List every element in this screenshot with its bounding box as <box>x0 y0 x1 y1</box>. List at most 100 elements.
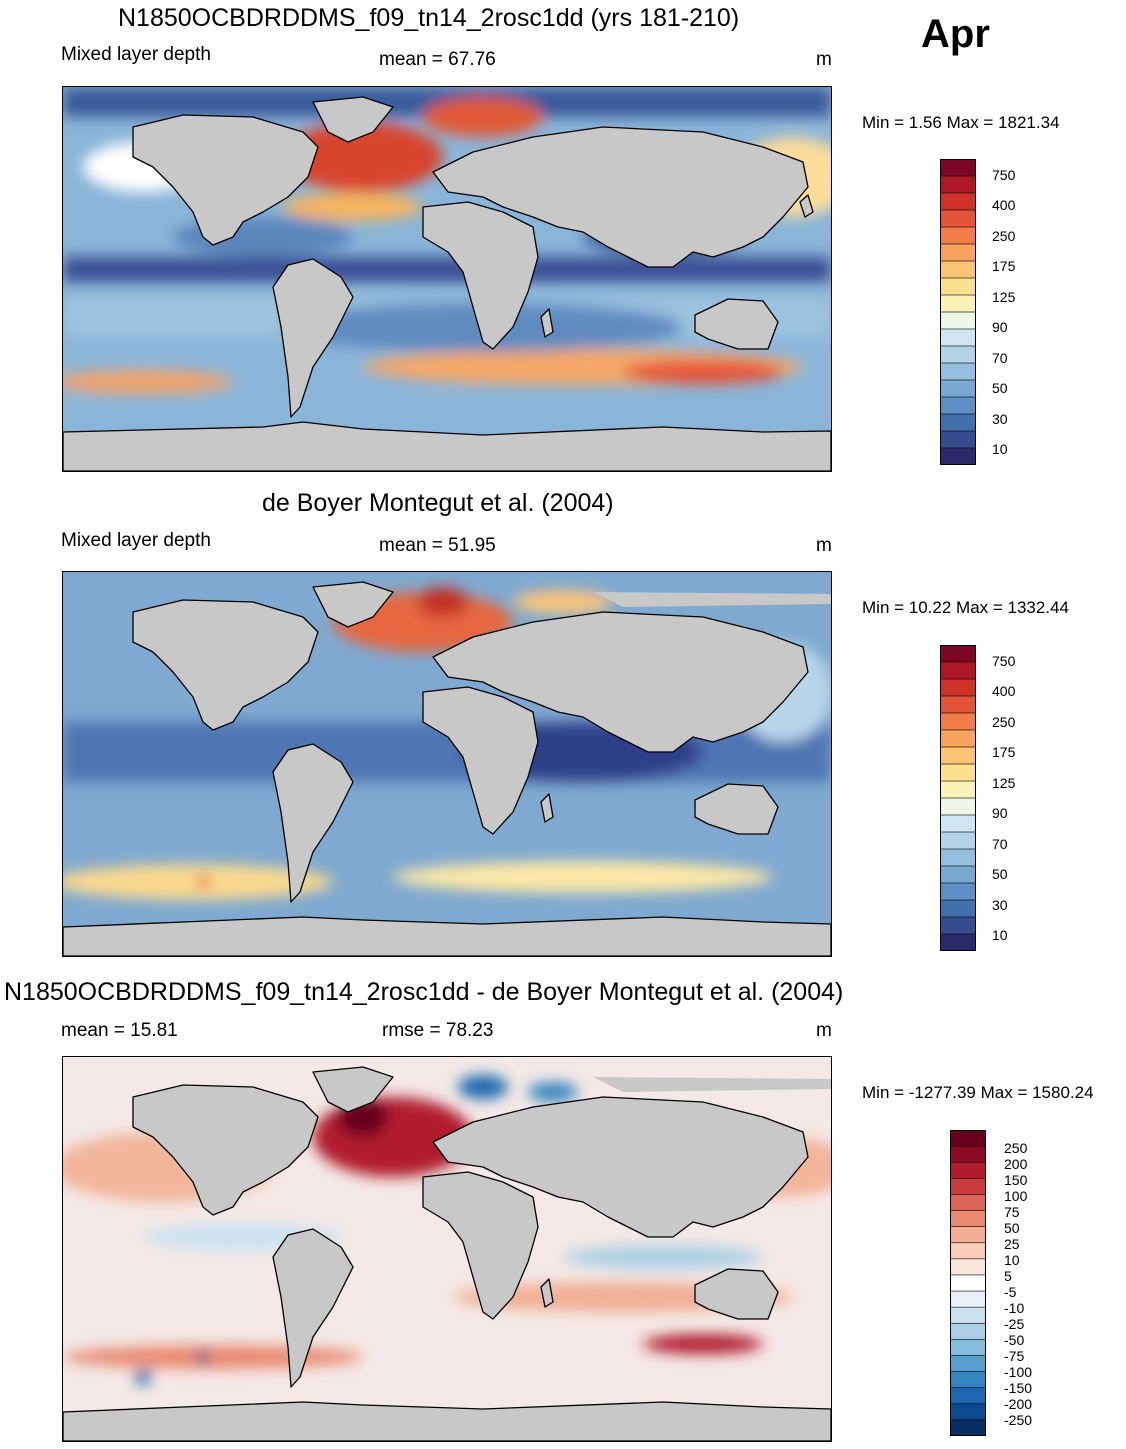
panel-1-cbar-label: 90 <box>992 319 1008 335</box>
panel-3-colorbar-swatch <box>949 1339 987 1357</box>
panel-2-colorbar-swatch <box>939 882 977 901</box>
panel-3-colorbar-frame <box>950 1130 986 1436</box>
panel-2-cbar-label: 50 <box>992 866 1008 882</box>
panel-3-cbar-label: -25 <box>1004 1316 1025 1332</box>
panel-3-colorbar-swatch <box>949 1210 987 1228</box>
panel-2-colorbar-swatch <box>939 899 977 918</box>
panel-1-colorbar: 750 400 250 175 125 90 70 50 30 10 <box>939 158 1015 470</box>
panel-2-cbar-label: 250 <box>992 714 1016 730</box>
panel-1-cbar-label: 175 <box>992 258 1016 274</box>
panel-1-cbar-label: 250 <box>992 228 1016 244</box>
panel-2-colorbar-swatch <box>939 814 977 833</box>
panel-1-cbar-label: 10 <box>992 441 1008 457</box>
panel-2-colorbar-swatch <box>939 729 977 748</box>
panel-3-colorbar-swatch <box>949 1194 987 1212</box>
panel-3-colorbar-swatch <box>949 1403 987 1421</box>
panel-1-colorbar-swatch <box>939 294 977 313</box>
panel-2-cbar-label: 750 <box>992 653 1016 669</box>
panel-2-colorbar-swatch <box>939 848 977 867</box>
panel-3-units: m <box>816 1020 832 1041</box>
panel-2-cbar-label: 90 <box>992 805 1008 821</box>
panel-3-colorbar-swatch <box>949 1242 987 1260</box>
panel-2-cbar-label: 400 <box>992 683 1016 699</box>
panel-2-colorbar-swatch <box>939 644 977 663</box>
panel-1-colorbar-swatch <box>939 209 977 228</box>
panel-3-colorbar-swatch <box>949 1161 987 1180</box>
panel-3-cbar-label: 200 <box>1004 1156 1028 1172</box>
panel-3-colorbar-swatch <box>949 1274 987 1292</box>
panel-1-colorbar-swatch <box>939 328 977 347</box>
panel-3-cbar-label: 5 <box>1004 1268 1012 1284</box>
panel-1-colorbar-swatch <box>939 311 977 330</box>
panel-3-map-svg <box>63 1057 831 1441</box>
panel-2-colorbar-swatch <box>939 916 977 935</box>
panel-3-colorbar-swatch <box>949 1355 987 1373</box>
panel-3-colorbar: 250 200 150 100 75 50 25 10 5 -5 -10 -25… <box>949 1129 1032 1441</box>
panel-3-cbar-label: -100 <box>1004 1364 1033 1380</box>
panel-1-field-label: Mixed layer depth <box>61 44 211 65</box>
panel-3-colorbar-swatch <box>949 1306 987 1325</box>
panel-2-colorbar-swatch <box>939 797 977 816</box>
panel-2-colorbar-swatch <box>939 831 977 850</box>
panel-2-cbar-label: 10 <box>992 927 1008 943</box>
panel-1-map-svg <box>63 87 831 471</box>
panel-3-cbar-label: -75 <box>1004 1348 1025 1364</box>
panel-3-minmax: Min = -1277.39 Max = 1580.24 <box>862 1083 1094 1102</box>
panel-1-colorbar-swatch <box>939 413 977 432</box>
panel-1-colorbar-swatch <box>939 379 977 398</box>
panel-1-title: N1850OCBDRDDMS_f09_tn14_2rosc1dd (yrs 18… <box>118 4 740 32</box>
panel-2-colorbar-swatch <box>939 865 977 884</box>
panel-2-cbar-label: 125 <box>992 775 1016 791</box>
panel-1-map <box>62 86 832 472</box>
panel-1-mean: mean = 67.76 <box>379 49 496 70</box>
panel-1-units: m <box>816 49 832 70</box>
panel-2-colorbar-svg <box>939 644 977 952</box>
panel-3-cbar-label: 10 <box>1004 1252 1020 1268</box>
panel-1-colorbar-frame <box>940 159 976 465</box>
panel-2-map <box>62 571 832 957</box>
panel-2-title: de Boyer Montegut et al. (2004) <box>262 489 614 517</box>
panel-1-colorbar-svg <box>939 158 977 466</box>
panel-3-rmse: rmse = 78.23 <box>382 1020 494 1041</box>
panel-2-colorbar-swatch <box>939 661 977 680</box>
panel-2-colorbar-swatch <box>939 678 977 697</box>
panel-3-colorbar-swatch <box>949 1258 987 1276</box>
panel-1-colorbar-swatch <box>939 226 977 245</box>
panel-1-cbar-label: 50 <box>992 380 1008 396</box>
panel-3-cbar-label: 50 <box>1004 1220 1020 1236</box>
panel-2-cbar-label: 70 <box>992 836 1008 852</box>
panel-1-cbar-label: 400 <box>992 197 1016 213</box>
panel-3-colorbar-swatch <box>949 1290 987 1308</box>
panel-3-cbar-label: 100 <box>1004 1188 1028 1204</box>
panel-1-minmax: Min = 1.56 Max = 1821.34 <box>862 113 1060 132</box>
panel-3-cbar-label: -250 <box>1004 1412 1033 1428</box>
panel-3-colorbar-swatch <box>949 1419 987 1437</box>
panel-3-cbar-label: 25 <box>1004 1236 1020 1252</box>
panel-1-cbar-label: 750 <box>992 167 1016 183</box>
panel-1-cbar-label: 70 <box>992 350 1008 366</box>
panel-2-colorbar-swatch <box>939 712 977 731</box>
panel-1-colorbar-swatch <box>939 430 977 449</box>
panel-1-colorbar-swatch <box>939 362 977 381</box>
panel-1-colorbar-swatch <box>939 192 977 211</box>
panel-1-colorbar-swatch <box>939 175 977 194</box>
panel-3-colorbar-swatch <box>949 1371 987 1389</box>
panel-2-colorbar: 750 400 250 175 125 90 70 50 30 10 <box>939 644 1015 956</box>
panel-3-colorbar-swatch <box>949 1322 987 1341</box>
panel-3-cbar-label: 75 <box>1004 1204 1020 1220</box>
panel-2-colorbar-swatch <box>939 780 977 799</box>
panel-1-colorbar-swatch <box>939 345 977 364</box>
panel-1-cbar-label: 125 <box>992 289 1016 305</box>
panel-2-field-label: Mixed layer depth <box>61 530 211 551</box>
panel-2-map-svg <box>63 572 831 956</box>
panel-1-colorbar-swatch <box>939 396 977 415</box>
panel-3-title: N1850OCBDRDDMS_f09_tn14_2rosc1dd - de Bo… <box>4 978 844 1006</box>
panel-3-colorbar-swatch <box>949 1226 987 1244</box>
panel-2-colorbar-swatch <box>939 933 977 952</box>
panel-3-colorbar-svg <box>949 1129 987 1437</box>
panel-1-colorbar-swatch <box>939 277 977 296</box>
panel-3-colorbar-swatch <box>949 1129 987 1147</box>
panel-1-colorbar-swatch <box>939 447 977 466</box>
panel-3-colorbar-swatch <box>949 1178 987 1196</box>
panel-3-map <box>62 1056 832 1442</box>
